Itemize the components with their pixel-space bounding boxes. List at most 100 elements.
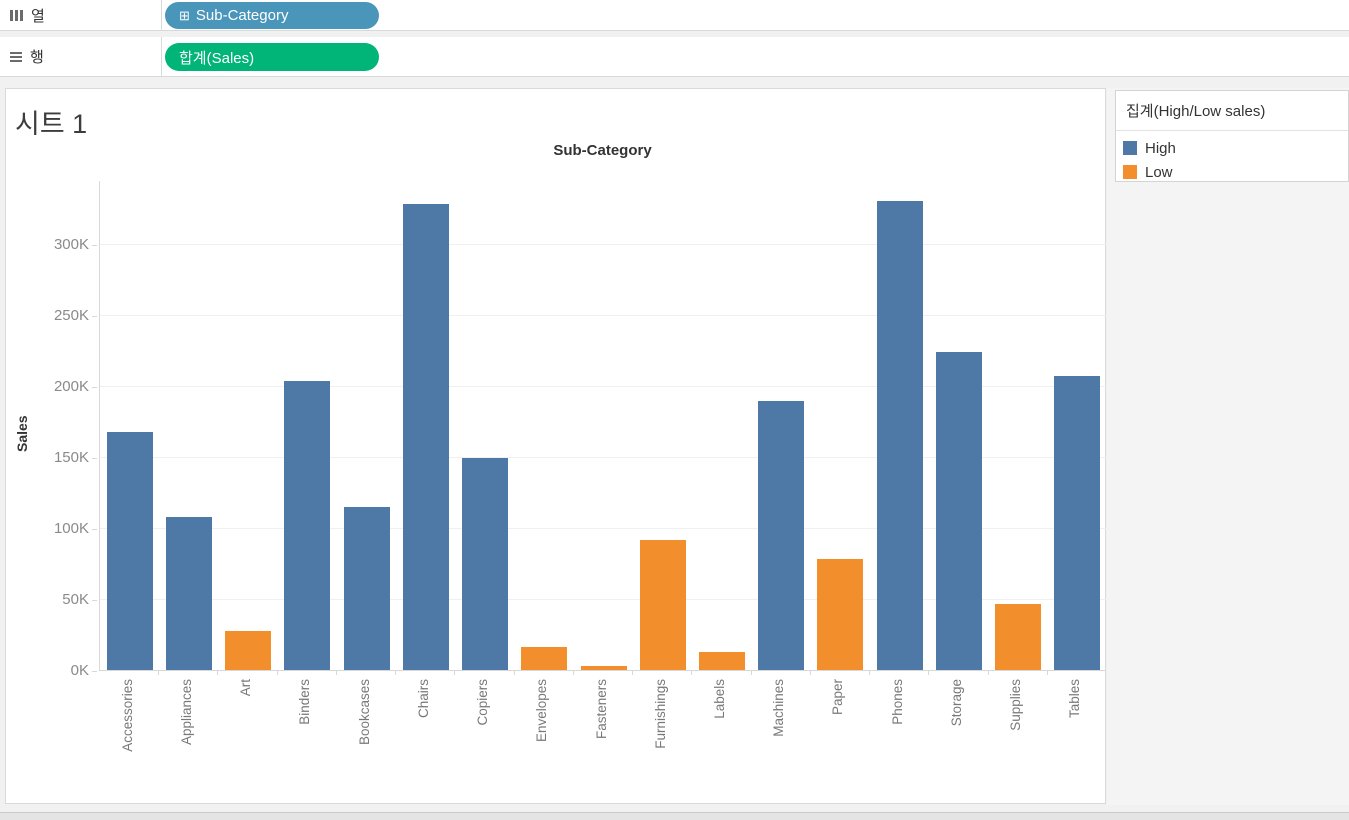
x-axis-label[interactable]: Phones <box>889 679 905 725</box>
legend-title: 집계(High/Low sales) <box>1126 103 1266 120</box>
x-tick-mark <box>335 671 337 675</box>
legend-swatch-high <box>1123 141 1137 155</box>
x-tick-mark <box>572 671 574 675</box>
chart-pane[interactable] <box>99 181 1106 671</box>
y-tick-mark <box>92 599 97 601</box>
x-tick-mark <box>987 671 989 675</box>
x-axis-label[interactable]: Appliances <box>178 679 194 746</box>
x-tick-mark <box>750 671 752 675</box>
legend-item-high[interactable]: High <box>1123 136 1344 160</box>
x-axis-label[interactable]: Envelopes <box>534 679 550 743</box>
x-tick-mark <box>928 671 930 675</box>
rows-shelf-label: 행 <box>30 49 44 66</box>
x-tick-mark <box>513 671 515 675</box>
bottom-strip <box>0 805 1349 812</box>
bar-binders[interactable] <box>284 381 331 670</box>
x-tick-mark <box>276 671 278 675</box>
bar-machines[interactable] <box>758 401 805 670</box>
columns-icon <box>10 9 23 21</box>
rows-shelf[interactable]: 행 합계(Sales) <box>0 37 1349 77</box>
x-axis-label[interactable]: Fasteners <box>593 679 609 740</box>
legend-item-label: High <box>1145 139 1176 157</box>
subcategory-pill[interactable]: ⊞ Sub-Category <box>165 2 379 29</box>
y-axis-title: Sales <box>14 415 30 453</box>
gridline <box>100 457 1106 459</box>
chart-title: Sub-Category <box>553 142 652 159</box>
y-tick-label: 100K <box>53 519 89 537</box>
x-tick-mark <box>691 671 693 675</box>
legend-item-label: Low <box>1145 163 1173 181</box>
columns-shelf-label: 열 <box>31 7 45 25</box>
x-axis-label[interactable]: Paper <box>830 679 846 716</box>
gridline <box>100 599 1106 601</box>
gridline <box>100 528 1106 530</box>
y-tick-mark <box>92 457 97 459</box>
legend-card[interactable]: 집계(High/Low sales) High Low <box>1115 90 1349 182</box>
x-axis-label[interactable]: Accessories <box>119 679 135 752</box>
x-axis-label[interactable]: Binders <box>297 679 313 725</box>
bar-tables[interactable] <box>1054 376 1101 670</box>
x-tick-mark <box>632 671 634 675</box>
x-tick-mark <box>454 671 456 675</box>
x-axis-label[interactable]: Bookcases <box>356 679 372 746</box>
x-tick-mark <box>158 671 160 675</box>
y-tick-mark <box>92 315 97 317</box>
y-tick-label: 150K <box>53 448 89 466</box>
bar-envelopes[interactable] <box>521 646 568 670</box>
x-axis-label[interactable]: Machines <box>771 679 787 737</box>
bar-labels[interactable] <box>698 652 745 670</box>
rows-shelf-label-area: 행 <box>0 37 162 76</box>
x-axis-label[interactable]: Furnishings <box>652 679 668 749</box>
x-tick-mark <box>1046 671 1048 675</box>
rows-icon <box>10 51 22 62</box>
x-tick-mark <box>395 671 397 675</box>
gridline <box>100 315 1106 317</box>
legend-divider <box>1116 130 1348 131</box>
x-axis-label[interactable]: Storage <box>948 679 964 727</box>
y-tick-label: 300K <box>53 235 89 253</box>
x-axis-label[interactable]: Chairs <box>415 679 431 719</box>
y-tick-label: 0K <box>70 662 89 679</box>
columns-shelf-label-area: 열 <box>0 0 162 30</box>
x-axis-label[interactable]: Copiers <box>475 679 491 726</box>
legend-item-low[interactable]: Low <box>1123 160 1344 184</box>
x-tick-mark <box>217 671 219 675</box>
x-tick-mark <box>869 671 871 675</box>
bar-art[interactable] <box>225 631 272 670</box>
subcategory-pill-label: Sub-Category <box>195 7 289 24</box>
y-tick-mark <box>92 244 97 246</box>
worksheet-card: 시트 1 Sub-Category Sales 0K 50K 100K 150K 200… <box>5 88 1106 804</box>
y-tick-label: 200K <box>53 377 89 395</box>
bar-paper[interactable] <box>817 558 864 670</box>
x-axis-label[interactable]: Tables <box>1067 679 1083 719</box>
legend-items: High Low <box>1123 136 1344 184</box>
gridline <box>100 244 1106 246</box>
bar-copiers[interactable] <box>462 457 509 670</box>
sales-pill[interactable]: 합계(Sales) <box>165 43 379 71</box>
horizontal-scrollbar-track[interactable] <box>0 813 1349 820</box>
bar-chairs[interactable] <box>402 203 449 670</box>
x-axis-label[interactable]: Labels <box>711 679 727 719</box>
bar-bookcases[interactable] <box>343 506 390 670</box>
bottom-divider <box>0 812 1349 813</box>
y-tick-mark <box>92 528 97 530</box>
legend-swatch-low <box>1123 165 1137 179</box>
bar-storage[interactable] <box>935 352 982 670</box>
bar-accessories[interactable] <box>106 432 153 670</box>
gridline <box>100 386 1106 388</box>
bar-appliances[interactable] <box>165 517 212 670</box>
bar-supplies[interactable] <box>995 603 1042 670</box>
bar-furnishings[interactable] <box>639 539 686 670</box>
legend-panel <box>1107 88 1349 820</box>
bar-phones[interactable] <box>876 201 923 670</box>
expand-box-icon[interactable]: ⊞ <box>179 8 190 23</box>
sales-pill-label: 합계(Sales) <box>179 49 255 67</box>
y-tick-label: 50K <box>62 590 89 608</box>
x-axis-label[interactable]: Art <box>238 679 254 697</box>
sheet-title: 시트 1 <box>15 109 88 139</box>
columns-shelf[interactable]: 열 ⊞ Sub-Category <box>0 0 1349 31</box>
bar-fasteners[interactable] <box>580 665 627 670</box>
y-tick-mark <box>92 671 97 672</box>
x-axis-label[interactable]: Supplies <box>1008 679 1024 731</box>
y-tick-mark <box>92 386 97 388</box>
